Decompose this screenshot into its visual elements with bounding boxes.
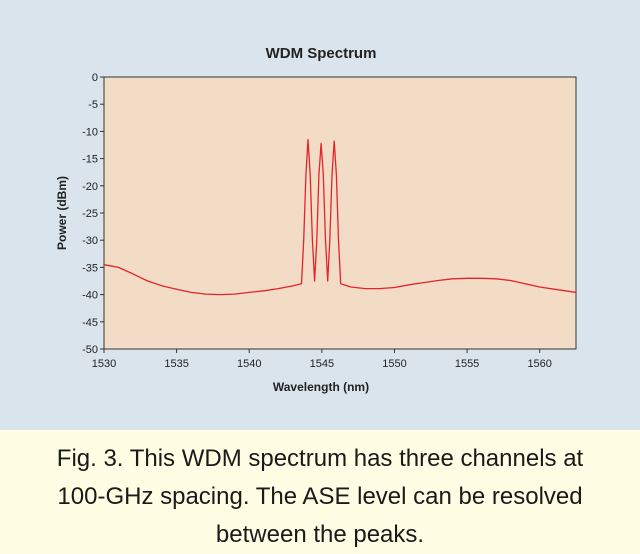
x-tick-label: 1545	[310, 358, 334, 370]
x-axis: 1530 1535 1540 1545 1550 1555 1560	[92, 349, 552, 370]
figure-caption: Fig. 3. This WDM spectrum has three chan…	[0, 430, 640, 551]
x-tick-label: 1540	[237, 358, 261, 370]
caption-line-2: 100-GHz spacing. The ASE level can be re…	[57, 483, 583, 510]
y-tick-label: -10	[82, 126, 98, 138]
x-tick-label: 1530	[92, 358, 116, 370]
figure-panel: WDM Spectrum 0 -5 -10 -15 -20 -25 -30 -35 -40 -45…	[0, 0, 640, 431]
y-axis: 0 -5 -10 -15 -20 -25 -30 -35 -40 -45 -50	[82, 72, 104, 356]
x-axis-title: Wavelength (nm)	[273, 380, 369, 394]
y-axis-title: Power (dBm)	[55, 176, 69, 250]
chart-title: WDM Spectrum	[266, 45, 377, 62]
y-tick-label: 0	[92, 72, 98, 84]
y-tick-label: -35	[82, 262, 98, 274]
y-tick-label: -40	[82, 290, 98, 302]
y-tick-label: -20	[82, 181, 98, 193]
wdm-spectrum-chart: WDM Spectrum 0 -5 -10 -15 -20 -25 -30 -35 -40 -45…	[55, 45, 577, 394]
x-tick-label: 1555	[455, 358, 479, 370]
y-tick-label: -30	[82, 235, 98, 247]
y-tick-label: -50	[82, 344, 98, 356]
x-tick-label: 1550	[382, 358, 406, 370]
y-tick-label: -45	[82, 317, 98, 329]
y-tick-label: -5	[88, 99, 98, 111]
x-tick-label: 1560	[527, 358, 551, 370]
x-tick-label: 1535	[164, 358, 188, 370]
y-tick-label: -25	[82, 208, 98, 220]
spectrum-trace	[103, 138, 577, 296]
plot-area	[103, 76, 577, 350]
caption-line-3: between the peaks.	[215, 521, 425, 548]
caption-line-1: Fig. 3. This WDM spectrum has three chan…	[56, 445, 584, 472]
y-tick-label: -15	[82, 154, 98, 166]
